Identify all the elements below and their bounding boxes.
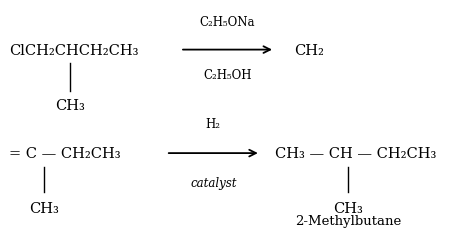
Text: 2-Methylbutane: 2-Methylbutane: [295, 214, 401, 227]
Text: C₂H₅ONa: C₂H₅ONa: [200, 16, 255, 29]
Text: CH₂: CH₂: [294, 44, 324, 57]
Text: CH₃: CH₃: [55, 98, 85, 112]
Text: ClCH₂CHCH₂CH₃: ClCH₂CHCH₂CH₃: [9, 44, 139, 57]
Text: H₂: H₂: [206, 117, 221, 130]
Text: C₂H₅OH: C₂H₅OH: [203, 69, 252, 82]
Text: CH₃: CH₃: [333, 202, 364, 215]
Text: CH₃: CH₃: [29, 202, 59, 215]
Text: catalyst: catalyst: [190, 177, 237, 190]
Text: CH₃ — CH — CH₂CH₃: CH₃ — CH — CH₂CH₃: [275, 147, 436, 160]
Text: = C — CH₂CH₃: = C — CH₂CH₃: [9, 147, 121, 160]
